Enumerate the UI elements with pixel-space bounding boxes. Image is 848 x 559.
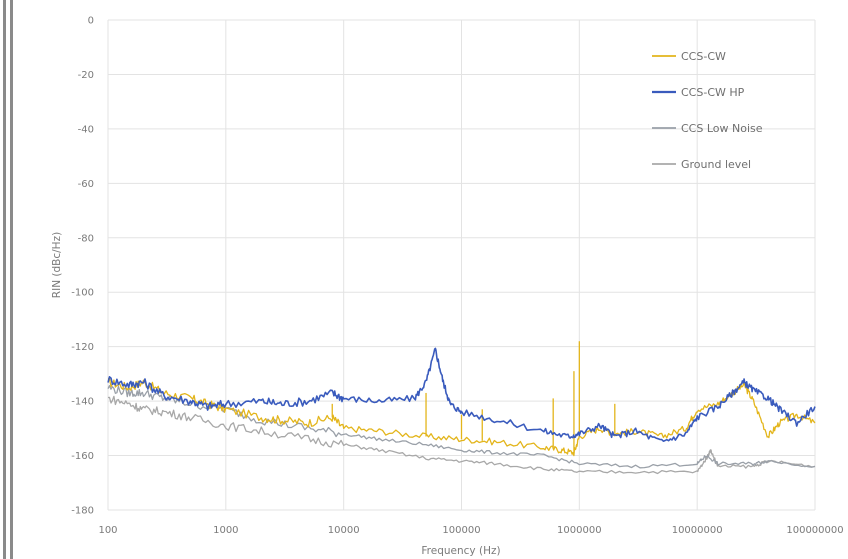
x-tick-labels: 100 1000 10000 100000 1000000 10000000 1000000… [98,525,843,536]
x-tick-label: 100 [98,525,117,536]
legend-label: CCS-CW HP [681,86,745,99]
y-tick-label: -140 [71,397,94,408]
y-tick-label: -80 [78,233,94,244]
frame-inner-bar [10,0,13,559]
y-tick-label: -120 [71,342,94,353]
y-tick-label: -20 [78,70,94,81]
x-tick-label: 10000000 [672,525,723,536]
y-tick-label: -160 [71,451,94,462]
frame-left-bar [3,0,6,559]
legend-label: CCS Low Noise [681,122,763,135]
legend-label: Ground level [681,158,751,171]
series-line [107,347,816,442]
y-tick-label: -180 [71,506,94,517]
y-tick-labels: 0 -20 -40 -60 -80 -100 -120 -140 -160 -180 [71,16,94,517]
x-tick-label: 10000 [328,525,360,536]
y-axis-title: RIN (dBc/Hz) [51,232,63,298]
x-tick-label: 100000 [442,525,480,536]
x-tick-label: 1000 [213,525,238,536]
y-tick-label: -100 [71,288,94,299]
y-tick-label: 0 [88,16,94,27]
y-tick-label: -60 [78,179,94,190]
legend: CCS-CW CCS-CW HP CCS Low Noise Ground level [652,50,763,171]
y-tick-label: -40 [78,124,94,135]
series-line [107,395,816,475]
legend-label: CCS-CW [681,50,726,63]
series-layer [107,341,816,475]
x-axis-title: Frequency (Hz) [421,545,500,557]
x-tick-label: 1000000 [557,525,602,536]
x-tick-label: 100000000 [786,525,843,536]
